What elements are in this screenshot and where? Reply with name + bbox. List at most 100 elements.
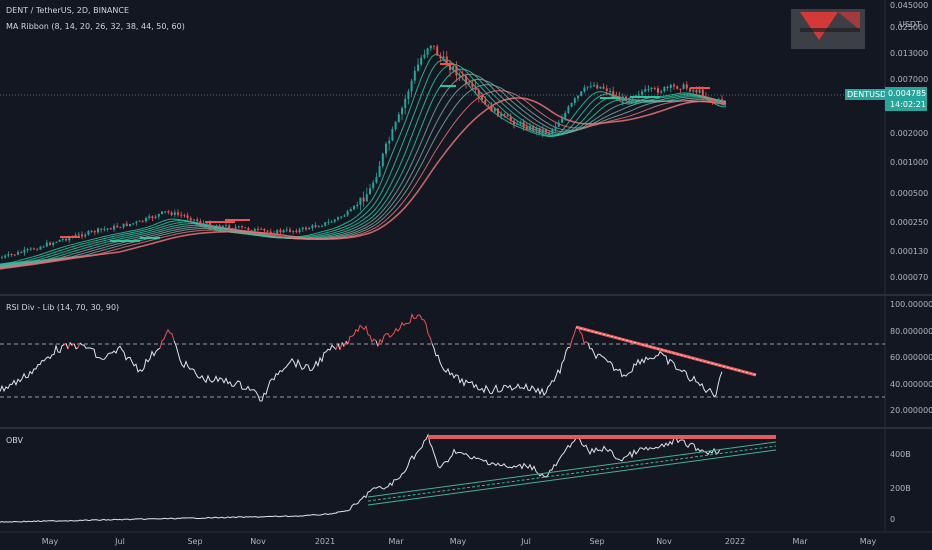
candle-body xyxy=(106,228,109,230)
candle-body xyxy=(23,249,26,253)
candle-body xyxy=(365,194,368,202)
candle-body xyxy=(266,230,269,232)
candle-body xyxy=(410,80,413,92)
candle-body xyxy=(68,237,71,241)
ma-ribbon-line xyxy=(0,59,727,266)
candle-body xyxy=(500,113,503,117)
candle-body xyxy=(253,228,256,232)
obv-path xyxy=(0,433,721,523)
ma-ribbon-line xyxy=(0,54,727,265)
candle-body xyxy=(391,129,394,141)
candle-body xyxy=(116,225,119,228)
candle-body xyxy=(257,228,259,230)
candle-body xyxy=(17,252,19,255)
time-axis[interactable]: May Jul Sep Nov 2021 Mar May Jul Sep Nov 2022 Mar Ma… xyxy=(42,537,877,546)
candle-body xyxy=(503,113,506,116)
candle-body xyxy=(193,219,195,221)
candle-body xyxy=(481,95,483,100)
candle-body xyxy=(471,83,474,88)
candle-body xyxy=(506,115,509,117)
price-tick-label: 0.045000 xyxy=(890,1,928,10)
candle-body xyxy=(308,228,311,230)
candle-body xyxy=(13,254,16,256)
candle-body xyxy=(420,57,423,65)
candle-body xyxy=(573,98,576,103)
candle-body xyxy=(695,90,698,93)
price-tick-label: 0.001000 xyxy=(890,158,928,167)
rsi-axis[interactable]: 100.000000 80.000000 60.000000 40.000000 20.… xyxy=(890,300,932,415)
candle-body xyxy=(381,153,384,167)
candle-body xyxy=(644,89,647,92)
candle-body xyxy=(330,221,333,223)
candle-body xyxy=(407,91,410,99)
rsi-segment xyxy=(69,342,73,346)
candle-body xyxy=(692,90,695,92)
rsi-segment xyxy=(587,342,723,398)
candle-body xyxy=(314,225,317,227)
candle-body xyxy=(10,254,13,256)
candle-body xyxy=(599,86,602,89)
rsi-tick-label: 40.000000 xyxy=(890,380,932,389)
candle-body xyxy=(84,234,87,237)
candle-body xyxy=(170,212,173,215)
candle-body xyxy=(273,233,275,235)
candle-body xyxy=(561,119,563,123)
rsi-segment xyxy=(431,343,571,397)
candle-body xyxy=(87,231,90,235)
candle-body xyxy=(359,197,362,205)
candle-body xyxy=(145,218,147,222)
candle-body xyxy=(477,89,480,96)
candle-body xyxy=(196,219,199,222)
candle-body xyxy=(519,121,522,124)
candle-body xyxy=(58,239,61,242)
obv-axis[interactable]: 400B 200B 0 xyxy=(890,450,911,524)
candle-body xyxy=(625,96,627,101)
rsi-segment xyxy=(79,342,161,373)
rsi-segment xyxy=(73,343,79,350)
candle-body xyxy=(327,221,330,223)
time-tick-label: 2022 xyxy=(725,537,745,546)
candle-body xyxy=(148,216,151,219)
candle-body xyxy=(55,241,58,243)
candle-body xyxy=(189,218,192,221)
candle-body xyxy=(388,140,391,144)
candle-body xyxy=(615,96,618,98)
candle-body xyxy=(135,221,138,224)
candle-body xyxy=(109,228,112,230)
price-tick-label: 0.013000 xyxy=(890,49,928,58)
candle-body xyxy=(337,217,339,220)
ma-ribbon-line xyxy=(0,78,727,268)
candle-body xyxy=(609,91,611,93)
candle-body xyxy=(225,225,227,227)
candle-body xyxy=(493,108,496,112)
candle-body xyxy=(529,126,531,130)
rsi-segment xyxy=(335,343,339,350)
last-price-tag: DENTUSDT 0.004785 14:02:21 xyxy=(845,87,927,111)
time-tick-label: Sep xyxy=(589,537,604,546)
rsi-segment xyxy=(77,342,81,348)
candle-body xyxy=(458,74,461,76)
candle-body xyxy=(231,228,234,230)
candle-body xyxy=(532,126,535,131)
candle-body xyxy=(103,228,106,230)
candle-body xyxy=(151,216,154,218)
candle-body xyxy=(65,238,67,241)
candle-body xyxy=(77,234,80,236)
candle-body xyxy=(199,221,202,224)
ma-ribbon-legend: MA Ribbon (8, 14, 20, 26, 32, 38, 44, 50… xyxy=(6,22,185,31)
time-tick-label: Mar xyxy=(388,537,404,546)
candle-body xyxy=(551,129,554,134)
candle-body xyxy=(621,96,624,101)
rsi-segment xyxy=(343,341,347,347)
candle-body xyxy=(375,177,378,183)
price-axis[interactable]: 0.045000 0.025000 0.013000 0.007000 0.002000… xyxy=(890,1,928,282)
candle-body xyxy=(404,99,407,109)
candle-body xyxy=(285,229,288,231)
candle-body xyxy=(663,86,666,92)
candle-body xyxy=(394,122,397,130)
signal-dashes xyxy=(60,63,710,242)
candle-body xyxy=(100,228,103,230)
candle-body xyxy=(689,88,691,92)
